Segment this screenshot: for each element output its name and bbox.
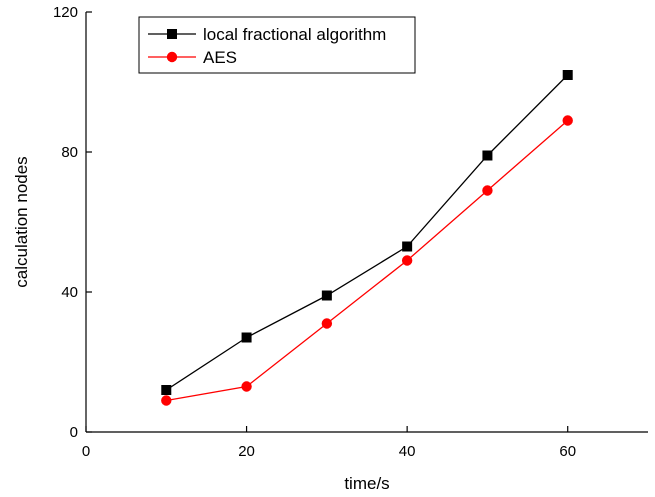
y-tick-label: 0 xyxy=(70,424,78,441)
series-1-point xyxy=(482,185,493,196)
y-tick-label: 80 xyxy=(61,144,78,161)
series-line-1 xyxy=(166,120,569,402)
x-tick-label: 40 xyxy=(399,443,416,460)
series-layer xyxy=(161,70,573,406)
series-1-point xyxy=(562,115,573,126)
x-tick-label: 60 xyxy=(559,443,576,460)
series-1-point xyxy=(401,255,413,266)
x-axis-label: time/s xyxy=(344,474,389,493)
series-1-point xyxy=(321,318,333,329)
series-0-point xyxy=(321,290,332,301)
x-axis-ticks: 0 20 40 60 xyxy=(82,426,576,460)
legend-label-0: local fractional algorithm xyxy=(203,25,386,44)
legend-label-1: AES xyxy=(203,48,237,67)
plot-area: 0 20 40 60 0 40 80 120 xyxy=(53,4,648,460)
legend-marker-0 xyxy=(167,29,177,39)
legend-marker-1 xyxy=(166,51,178,63)
series-1-point xyxy=(161,395,172,406)
x-tick-label: 0 xyxy=(82,443,90,460)
series-1-point xyxy=(241,381,252,392)
series-0-point xyxy=(482,150,493,161)
x-tick-label: 20 xyxy=(238,443,255,460)
legend-box xyxy=(138,16,416,74)
series-0-point xyxy=(562,70,573,80)
legend: local fractional algorithm AES xyxy=(138,16,416,74)
series-0-point xyxy=(241,332,252,343)
legend-items: local fractional algorithm AES xyxy=(148,25,386,67)
y-tick-label: 120 xyxy=(53,4,78,21)
series-0-point xyxy=(161,385,172,395)
series-line-0 xyxy=(165,74,569,391)
y-tick-label: 40 xyxy=(61,284,78,301)
y-axis-label: calculation nodes xyxy=(12,156,31,287)
series-0-point xyxy=(402,241,413,252)
y-axis-ticks: 0 40 80 120 xyxy=(53,4,92,441)
